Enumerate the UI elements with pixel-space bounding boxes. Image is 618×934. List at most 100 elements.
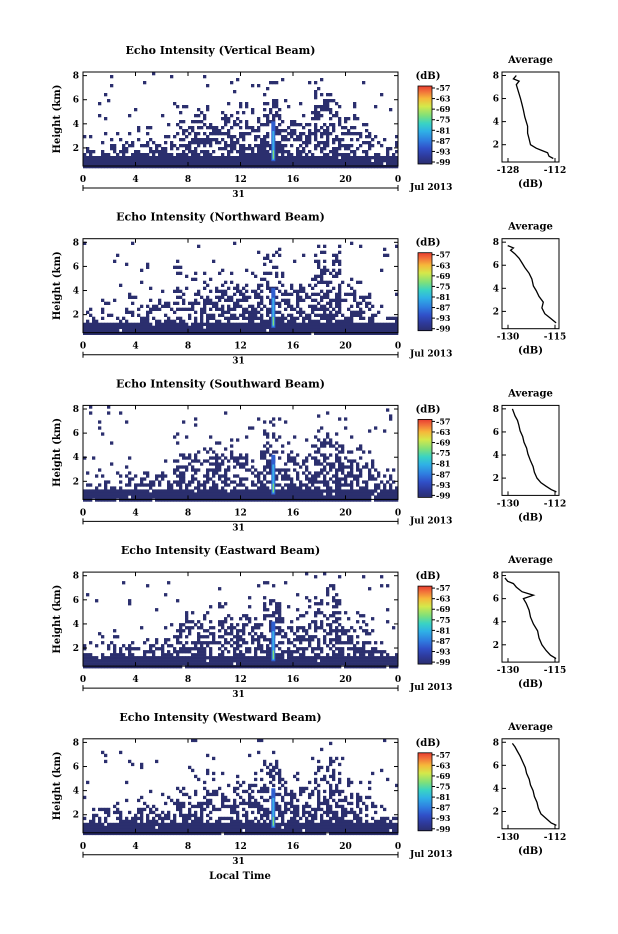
echo-cell <box>365 165 368 168</box>
echo-cell <box>248 787 251 790</box>
echo-cell <box>176 495 179 498</box>
echo-cell <box>263 483 266 486</box>
echo-cell <box>368 308 371 311</box>
echo-cell <box>362 659 365 662</box>
echo-cell <box>257 417 260 420</box>
echo-cell <box>263 141 266 144</box>
echo-cell <box>146 471 149 474</box>
echo-cell <box>98 492 101 495</box>
echo-cell <box>296 123 299 126</box>
echo-cell <box>233 665 236 668</box>
echo-cell <box>284 99 287 102</box>
echo-cell <box>320 251 323 254</box>
echo-cell <box>281 293 284 296</box>
echo-cell <box>314 284 317 287</box>
echo-cell <box>104 492 107 495</box>
echo-cell <box>164 162 167 165</box>
echo-cell <box>230 638 233 641</box>
echo-cell <box>266 144 269 147</box>
echo-cell <box>230 805 233 808</box>
echo-cell <box>89 498 92 501</box>
echo-cell <box>128 477 131 480</box>
echo-cell <box>227 117 230 120</box>
echo-cell <box>329 629 332 632</box>
echo-cell <box>275 468 278 471</box>
echo-cell <box>362 620 365 623</box>
echo-cell <box>362 329 365 332</box>
echo-cell <box>326 644 329 647</box>
echo-cell <box>86 498 89 501</box>
echo-cell <box>182 814 185 817</box>
echo-cell <box>263 456 266 459</box>
echo-cell <box>317 162 320 165</box>
echo-cell <box>314 81 317 84</box>
echo-cell <box>128 599 131 602</box>
echo-cell <box>380 162 383 165</box>
echo-cell <box>371 647 374 650</box>
echo-cell <box>167 644 170 647</box>
echo-cell <box>221 635 224 638</box>
echo-cell <box>302 650 305 653</box>
echo-cell <box>221 826 224 829</box>
echo-cell <box>182 492 185 495</box>
echo-cell <box>203 474 206 477</box>
echo-cell <box>248 632 251 635</box>
echo-cell <box>173 471 176 474</box>
echo-cell <box>104 165 107 168</box>
echo-cell <box>245 317 248 320</box>
echo-cell <box>116 829 119 832</box>
echo-cell <box>314 489 317 492</box>
echo-cell <box>338 290 341 293</box>
echo-cell <box>299 323 302 326</box>
echo-cell <box>134 647 137 650</box>
echo-cell <box>290 480 293 483</box>
echo-cell <box>221 656 224 659</box>
echo-cell <box>386 165 389 168</box>
echo-cell <box>248 296 251 299</box>
echo-cell <box>215 156 218 159</box>
echo-cell <box>287 483 290 486</box>
echo-cell <box>344 492 347 495</box>
echo-cell <box>245 614 248 617</box>
echo-cell <box>269 763 272 766</box>
echo-cell <box>299 653 302 656</box>
echo-cell <box>206 793 209 796</box>
echo-cell <box>119 814 122 817</box>
echo-cell <box>110 659 113 662</box>
echo-cell <box>227 150 230 153</box>
echo-cell <box>365 486 368 489</box>
echo-cell <box>344 456 347 459</box>
echo-cell <box>365 326 368 329</box>
echo-cell <box>245 811 248 814</box>
echo-cell <box>359 132 362 135</box>
echo-cell <box>329 162 332 165</box>
echo-cell <box>230 829 233 832</box>
echo-cell <box>152 650 155 653</box>
echo-cell <box>290 650 293 653</box>
echo-cell <box>317 662 320 665</box>
echo-cell <box>143 829 146 832</box>
echo-cell <box>287 305 290 308</box>
echo-cell <box>263 808 266 811</box>
echo-cell <box>248 165 251 168</box>
echo-cell <box>188 796 191 799</box>
echo-cell <box>278 305 281 308</box>
echo-cell <box>323 662 326 665</box>
echo-cell <box>149 650 152 653</box>
echo-cell <box>176 266 179 269</box>
echo-cell <box>314 126 317 129</box>
echo-cell <box>305 489 308 492</box>
echo-cell <box>128 653 131 656</box>
echo-cell <box>290 314 293 317</box>
echo-cell <box>350 665 353 668</box>
echo-cell <box>263 263 266 266</box>
echo-cell <box>287 323 290 326</box>
echo-cell <box>86 823 89 826</box>
echo-cell <box>92 665 95 668</box>
echo-cell <box>188 314 191 317</box>
echo-cell <box>389 486 392 489</box>
echo-cell <box>389 108 392 111</box>
echo-cell <box>86 492 89 495</box>
echo-cell <box>194 817 197 820</box>
echo-cell <box>368 495 371 498</box>
